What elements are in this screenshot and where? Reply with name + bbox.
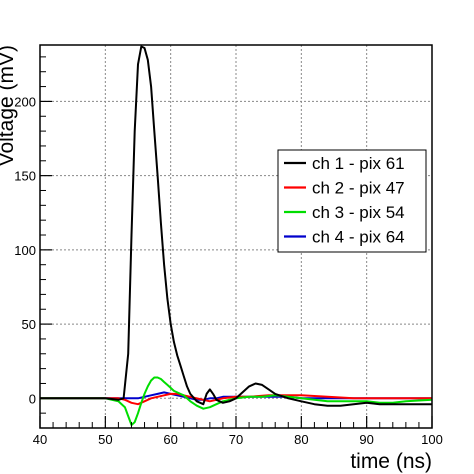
series-line-1 [40,45,432,407]
y-tick-label: 150 [14,169,36,184]
y-axis-tick-labels: 0 50 100 150 200 [14,94,36,406]
y-tick-label: 100 [14,243,36,258]
series-line-3 [40,376,432,426]
x-tick-label: 50 [98,432,112,447]
legend: ch 1 - pix 61 ch 2 - pix 47 ch 3 - pix 54 c… [277,149,427,253]
y-tick-label: 0 [29,391,36,406]
legend-label: ch 4 - pix 64 [312,228,405,247]
x-axis-ticks [39,416,433,428]
legend-label: ch 3 - pix 54 [312,203,405,222]
y-tick-label: 50 [22,317,36,332]
y-axis-ticks [40,56,52,429]
x-tick-label: 100 [421,432,443,447]
x-tick-label: 80 [294,432,308,447]
legend-label: ch 1 - pix 61 [312,154,405,173]
x-tick-label: 90 [359,432,373,447]
x-tick-label: 40 [33,432,47,447]
x-tick-label: 70 [229,432,243,447]
series-line-2 [40,392,432,406]
legend-box [277,149,427,253]
y-tick-label: 200 [14,94,36,109]
x-tick-label: 60 [163,432,177,447]
x-axis-title: time (ns) [350,450,432,473]
y-axis-title: Voltage (mV) [0,45,18,166]
series-layer [40,45,432,426]
x-axis-tick-labels: 40 50 60 70 80 90 100 [33,432,443,447]
legend-label: ch 2 - pix 47 [312,179,405,198]
